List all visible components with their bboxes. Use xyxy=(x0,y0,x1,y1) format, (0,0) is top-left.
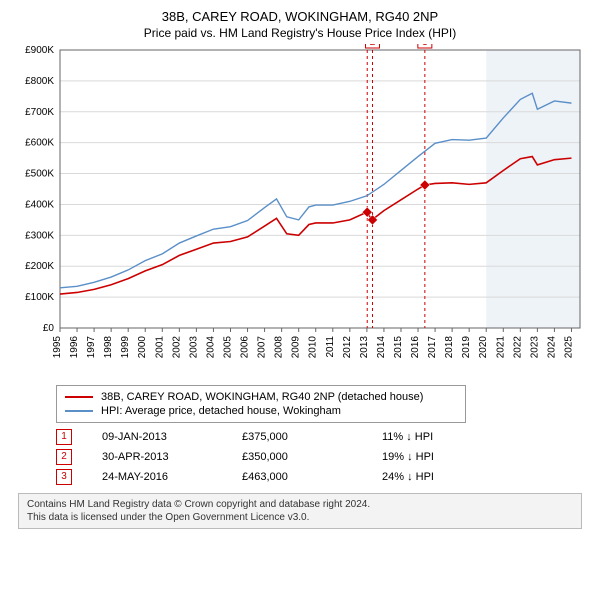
legend-swatch xyxy=(65,396,93,398)
legend-label: 38B, CAREY ROAD, WOKINGHAM, RG40 2NP (de… xyxy=(101,391,423,403)
svg-text:1998: 1998 xyxy=(103,335,114,358)
svg-text:2021: 2021 xyxy=(495,335,506,358)
svg-text:1996: 1996 xyxy=(69,335,80,358)
svg-text:2005: 2005 xyxy=(222,335,233,358)
chart-subtitle: Price paid vs. HM Land Registry's House … xyxy=(12,26,588,40)
svg-text:2025: 2025 xyxy=(563,335,574,358)
svg-text:2023: 2023 xyxy=(529,335,540,358)
chart: £0 £100K £200K £300K £400K £500K £600K £700K £80… xyxy=(12,44,588,379)
svg-text:£200K: £200K xyxy=(25,261,54,272)
sale-marker-icon: 2 xyxy=(56,449,72,465)
svg-text:1999: 1999 xyxy=(120,335,131,358)
svg-text:2018: 2018 xyxy=(444,335,455,358)
svg-text:2003: 2003 xyxy=(188,335,199,358)
svg-text:2017: 2017 xyxy=(427,335,438,358)
sale-date: 30-APR-2013 xyxy=(102,451,212,463)
svg-text:1995: 1995 xyxy=(52,335,63,358)
legend-swatch xyxy=(65,410,93,412)
svg-text:2006: 2006 xyxy=(240,335,251,358)
svg-text:2001: 2001 xyxy=(154,335,165,358)
sales-table: 1 09-JAN-2013 £375,000 11% ↓ HPI 2 30-AP… xyxy=(56,427,582,487)
svg-text:2024: 2024 xyxy=(546,335,557,358)
legend-label: HPI: Average price, detached house, Woki… xyxy=(101,405,341,417)
table-row: 2 30-APR-2013 £350,000 19% ↓ HPI xyxy=(56,447,582,467)
svg-text:2019: 2019 xyxy=(461,335,472,358)
svg-text:2011: 2011 xyxy=(325,335,336,357)
svg-text:£100K: £100K xyxy=(25,292,54,303)
svg-text:1997: 1997 xyxy=(86,335,97,358)
chart-svg: £0 £100K £200K £300K £400K £500K £600K £700K £80… xyxy=(12,44,588,374)
svg-text:£800K: £800K xyxy=(25,75,54,86)
sale-price: £375,000 xyxy=(242,431,352,443)
chart-title: 38B, CAREY ROAD, WOKINGHAM, RG40 2NP xyxy=(12,8,588,26)
sale-delta: 11% ↓ HPI xyxy=(382,431,492,443)
legend-item: 38B, CAREY ROAD, WOKINGHAM, RG40 2NP (de… xyxy=(65,390,457,404)
svg-text:£700K: £700K xyxy=(25,106,54,117)
sale-date: 24-MAY-2016 xyxy=(102,471,212,483)
svg-text:2002: 2002 xyxy=(171,335,182,358)
sale-delta: 19% ↓ HPI xyxy=(382,451,492,463)
svg-text:2009: 2009 xyxy=(291,335,302,358)
table-row: 1 09-JAN-2013 £375,000 11% ↓ HPI xyxy=(56,427,582,447)
svg-text:3: 3 xyxy=(422,44,428,48)
svg-text:£600K: £600K xyxy=(25,137,54,148)
svg-text:£900K: £900K xyxy=(25,45,54,56)
svg-text:£400K: £400K xyxy=(25,199,54,210)
svg-text:2010: 2010 xyxy=(308,335,319,358)
sale-delta: 24% ↓ HPI xyxy=(382,471,492,483)
svg-text:2015: 2015 xyxy=(393,335,404,358)
svg-text:£300K: £300K xyxy=(25,230,54,241)
svg-text:£0: £0 xyxy=(43,323,55,334)
svg-text:2004: 2004 xyxy=(205,335,216,358)
svg-text:2012: 2012 xyxy=(342,335,353,358)
svg-text:2013: 2013 xyxy=(359,335,370,358)
table-row: 3 24-MAY-2016 £463,000 24% ↓ HPI xyxy=(56,467,582,487)
legend: 38B, CAREY ROAD, WOKINGHAM, RG40 2NP (de… xyxy=(56,385,466,423)
sale-marker-icon: 1 xyxy=(56,429,72,445)
svg-text:£500K: £500K xyxy=(25,168,54,179)
svg-text:2: 2 xyxy=(370,44,376,48)
svg-text:2008: 2008 xyxy=(274,335,285,358)
legend-item: HPI: Average price, detached house, Woki… xyxy=(65,404,457,418)
attribution-line: Contains HM Land Registry data © Crown c… xyxy=(27,498,573,511)
sale-price: £463,000 xyxy=(242,471,352,483)
page: 38B, CAREY ROAD, WOKINGHAM, RG40 2NP Pri… xyxy=(0,0,600,533)
sale-marker-icon: 3 xyxy=(56,469,72,485)
svg-text:2000: 2000 xyxy=(137,335,148,358)
svg-text:2016: 2016 xyxy=(410,335,421,358)
svg-text:2014: 2014 xyxy=(376,335,387,358)
attribution: Contains HM Land Registry data © Crown c… xyxy=(18,493,582,529)
svg-text:2020: 2020 xyxy=(478,335,489,358)
sale-date: 09-JAN-2013 xyxy=(102,431,212,443)
svg-text:2007: 2007 xyxy=(257,335,268,358)
sale-price: £350,000 xyxy=(242,451,352,463)
attribution-line: This data is licensed under the Open Gov… xyxy=(27,511,573,524)
svg-text:2022: 2022 xyxy=(512,335,523,358)
